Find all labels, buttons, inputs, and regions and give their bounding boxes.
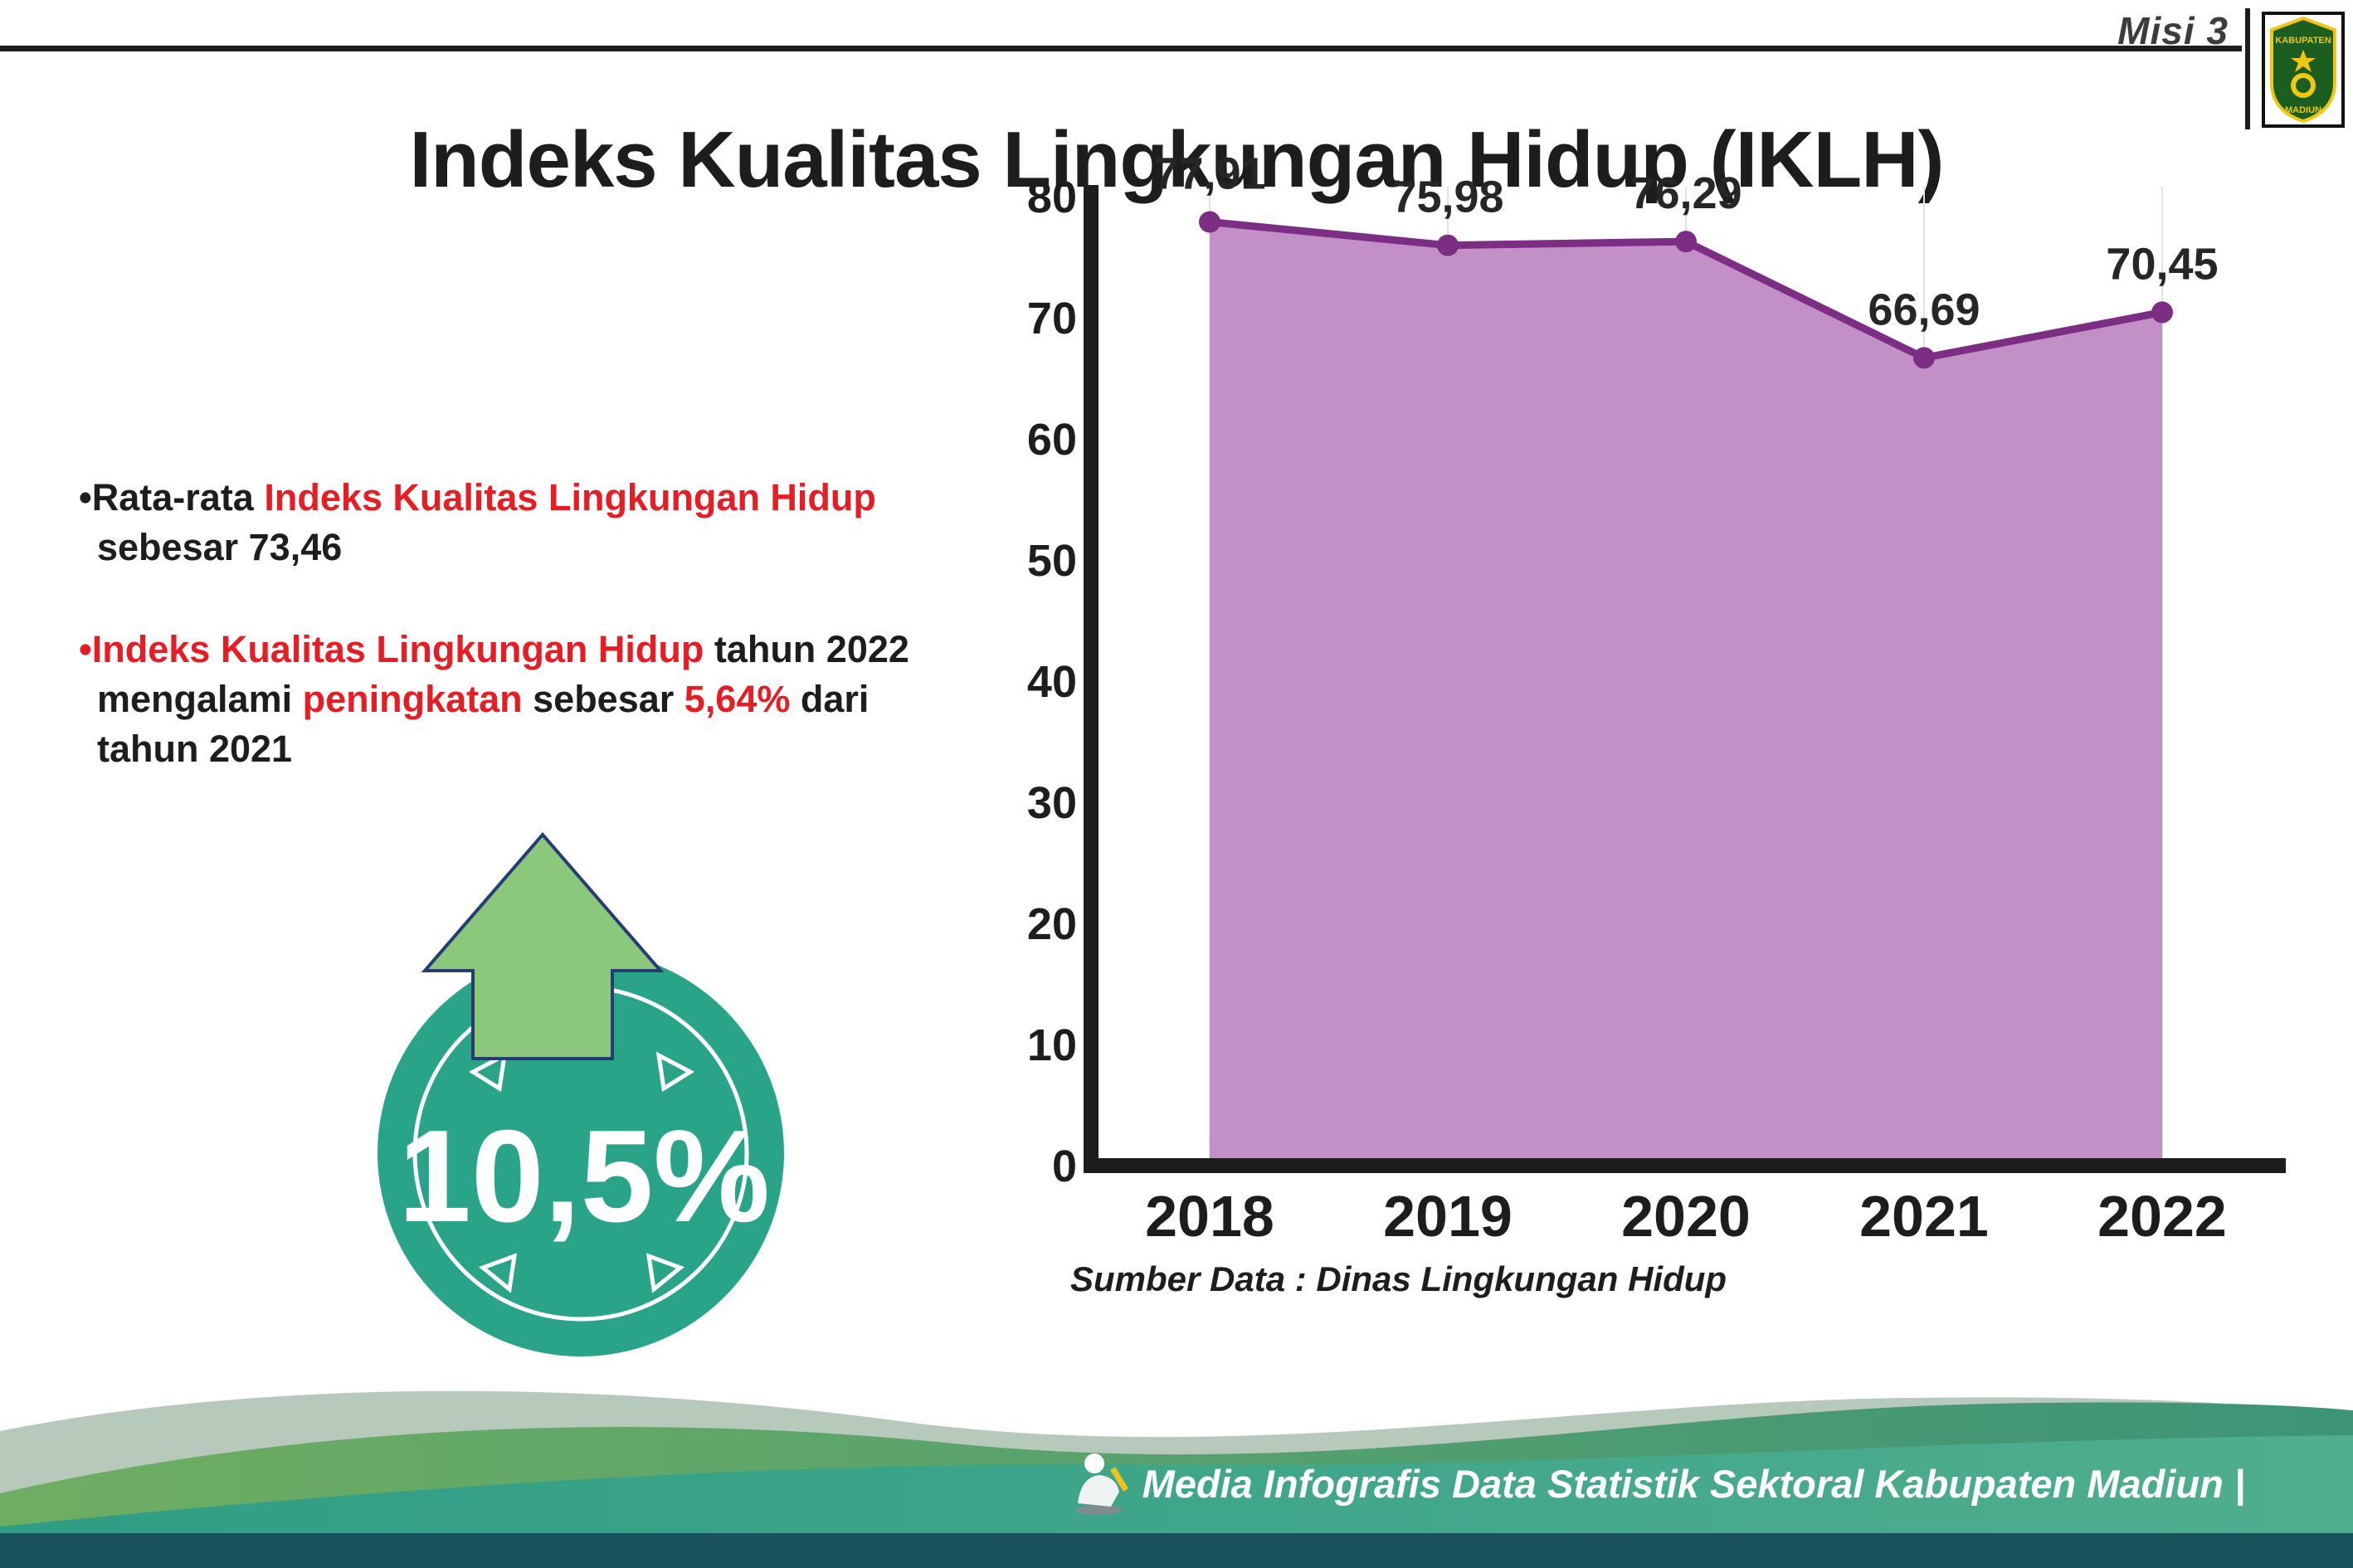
y-tick-label: 60 <box>1027 415 1077 465</box>
y-tick-label: 30 <box>1027 778 1077 828</box>
misi-label: Misi 3 <box>2117 9 2229 52</box>
bullet-average: •Rata-rata Indeks Kualitas Lingkungan Hi… <box>79 473 983 573</box>
y-tick-label: 50 <box>1027 536 1077 586</box>
y-tick-label: 20 <box>1027 899 1077 949</box>
bullet1-text: •Rata-rata <box>79 476 265 519</box>
y-tick-label: 0 <box>1052 1142 1077 1191</box>
bullet2-highlight: •Indeks Kualitas Lingkungan Hidup <box>79 627 704 670</box>
data-point <box>1675 231 1697 253</box>
bullet1-value: sebesar 73,46 <box>97 526 343 569</box>
data-label: 77,91 <box>1153 153 1265 199</box>
bullet1-highlight: Indeks Kualitas Lingkungan Hidup <box>264 476 876 519</box>
footer-dark-strip <box>0 1533 2353 1568</box>
iklh-area-chart: 0 10 20 30 40 50 60 70 80 77,91 75,98 76,29 66,69 70,… <box>1027 149 2286 1249</box>
crest-icon: KABUPATEN MADIUN <box>2270 16 2336 124</box>
ring-tick <box>479 1253 518 1293</box>
y-tick-label: 80 <box>1027 173 1077 222</box>
data-source: Sumber Data : Dinas Lingkungan Hidup <box>1070 1259 1727 1298</box>
footer-wave-decoration <box>0 1390 2353 1568</box>
bullet2-text: tahun 2022 <box>704 627 909 670</box>
key-points: •Rata-rata Indeks Kualitas Lingkungan Hi… <box>79 473 983 774</box>
bullet2-peningkatan: peningkatan <box>302 677 523 720</box>
x-axis-label: 2020 <box>1621 1184 1751 1249</box>
y-tick-label: 40 <box>1027 657 1077 707</box>
data-point <box>1913 347 1935 369</box>
ring-tick <box>468 1051 508 1093</box>
mascot-icon <box>1075 1454 1128 1515</box>
badge-percentage: 10,5% <box>398 1103 770 1249</box>
data-point <box>2151 301 2173 324</box>
area-fill <box>1210 222 2162 1166</box>
x-axis-label: 2021 <box>1859 1184 1989 1249</box>
data-label: 66,69 <box>1868 285 1980 334</box>
logo-frame-line <box>2245 8 2250 129</box>
ring-tick <box>645 1253 684 1293</box>
up-arrow-icon <box>421 831 665 1060</box>
data-label: 70,45 <box>2106 239 2218 289</box>
x-axis-label: 2018 <box>1145 1184 1274 1249</box>
kabupaten-madiun-logo: KABUPATEN MADIUN <box>2262 12 2345 128</box>
crest-bottom-text: MADIUN <box>2285 105 2321 115</box>
ring-tick <box>655 1051 695 1093</box>
data-point <box>1199 211 1220 233</box>
y-tick-label: 10 <box>1027 1020 1077 1070</box>
crest-star <box>2291 50 2316 72</box>
bullet-increase: •Indeks Kualitas Lingkungan Hidup tahun … <box>79 627 909 771</box>
increase-badge: 10,5% <box>378 831 784 1356</box>
footer-credit-text: Media Infografis Data Statistik Sektoral… <box>1142 1461 2245 1506</box>
x-axis-label: 2022 <box>2097 1184 2227 1249</box>
x-axis-label: 2019 <box>1383 1184 1513 1249</box>
crest-top-text: KABUPATEN <box>2275 36 2331 46</box>
data-label: 76,29 <box>1630 168 1742 218</box>
header-rule <box>0 46 2242 51</box>
iklh-chart: 0 10 20 30 40 50 60 70 80 77,91 75,98 76,29 66,69 70,… <box>996 149 2340 1257</box>
bullet2-percent: 5,64% <box>684 677 791 720</box>
bullet2-year: tahun 2021 <box>97 728 293 771</box>
footer-credit: Media Infografis Data Statistik Sektoral… <box>1069 1450 2245 1517</box>
page-title: Indeks Kualitas Lingkungan Hidup (IKLH) <box>409 115 1944 204</box>
data-label: 75,98 <box>1391 173 1503 222</box>
data-point <box>1437 234 1459 256</box>
y-tick-label: 70 <box>1027 294 1077 343</box>
